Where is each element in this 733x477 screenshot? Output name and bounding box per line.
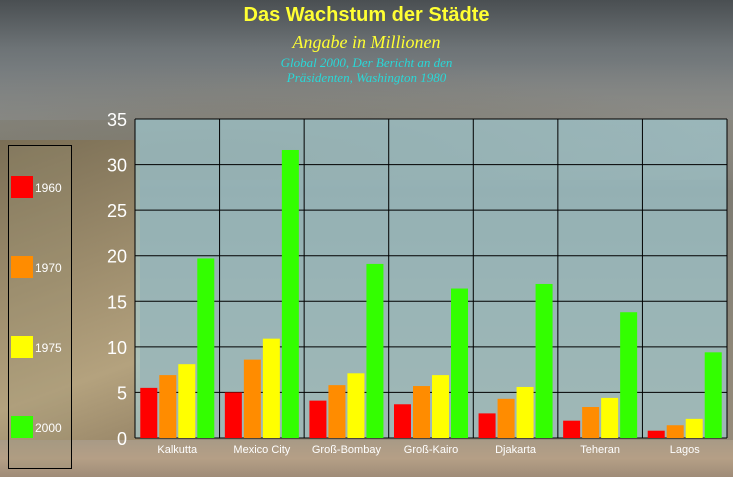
y-tick-label: 35 — [107, 110, 127, 130]
bar-1970-6 — [582, 407, 600, 438]
bar-2000-7 — [704, 352, 722, 438]
bar-1975-3 — [347, 373, 365, 438]
y-tick-label: 5 — [117, 383, 127, 403]
legend-label-2000: 2000 — [35, 421, 62, 435]
legend-swatch-1970 — [11, 256, 33, 278]
y-tick-label: 25 — [107, 201, 127, 221]
legend-label-1960: 1960 — [35, 181, 62, 195]
bar-1975-2 — [262, 338, 280, 438]
x-category-label: Lagos — [670, 444, 700, 456]
y-tick-label: 30 — [107, 156, 127, 176]
y-tick-label: 10 — [107, 338, 127, 358]
y-tick-label: 20 — [107, 247, 127, 267]
bar-1960-3 — [309, 400, 327, 438]
legend-label-1970: 1970 — [35, 261, 62, 275]
source-line-1: Global 2000, Der Bericht an den — [280, 55, 453, 70]
y-tick-label: 15 — [107, 292, 127, 312]
bar-1970-2 — [243, 359, 261, 438]
plot-area — [135, 119, 727, 438]
x-category-label: Kalkutta — [157, 444, 198, 456]
bar-2000-6 — [620, 312, 638, 438]
bar-1970-5 — [497, 398, 515, 438]
bar-2000-1 — [197, 258, 215, 438]
bar-1975-1 — [178, 364, 196, 438]
chart-title: Das Wachstum der Städte — [243, 4, 490, 26]
bar-1970-1 — [159, 375, 177, 438]
bar-1975-5 — [516, 386, 534, 438]
bar-2000-4 — [451, 288, 468, 438]
bar-1975-6 — [601, 397, 619, 438]
bar-1970-4 — [413, 386, 430, 438]
bar-1975-7 — [685, 418, 703, 438]
bar-2000-3 — [366, 263, 384, 438]
bar-1960-7 — [647, 430, 665, 438]
x-category-label: Teheran — [580, 444, 620, 456]
source-line-2: Präsidenten, Washington 1980 — [286, 70, 447, 85]
legend-swatch-1960 — [11, 176, 33, 198]
bar-2000-5 — [535, 283, 553, 438]
bar-1970-3 — [328, 385, 346, 438]
bar-1975-4 — [432, 375, 449, 438]
legend: 1960 1970 1975 2000 — [8, 145, 72, 469]
bar-1960-1 — [140, 387, 158, 438]
x-category-label: Mexico City — [233, 444, 290, 456]
chart-source: Global 2000, Der Bericht an den Präsiden… — [0, 55, 733, 85]
bar-2000-2 — [281, 149, 299, 438]
legend-swatch-1975 — [11, 336, 33, 358]
legend-swatch-2000 — [11, 416, 33, 438]
bar-1960-6 — [563, 420, 581, 438]
chart-subtitle: Angabe in Millionen — [292, 32, 441, 52]
x-category-label: Djakarta — [495, 444, 537, 456]
x-category-label: Groß-Kairo — [404, 444, 458, 456]
bar-1960-4 — [394, 404, 411, 438]
bar-1960-2 — [224, 392, 242, 438]
legend-label-1975: 1975 — [35, 341, 62, 355]
y-tick-label: 0 — [117, 429, 127, 449]
bar-1960-5 — [478, 413, 496, 438]
x-category-label: Groß-Bombay — [312, 444, 382, 456]
bar-1970-7 — [666, 425, 684, 438]
